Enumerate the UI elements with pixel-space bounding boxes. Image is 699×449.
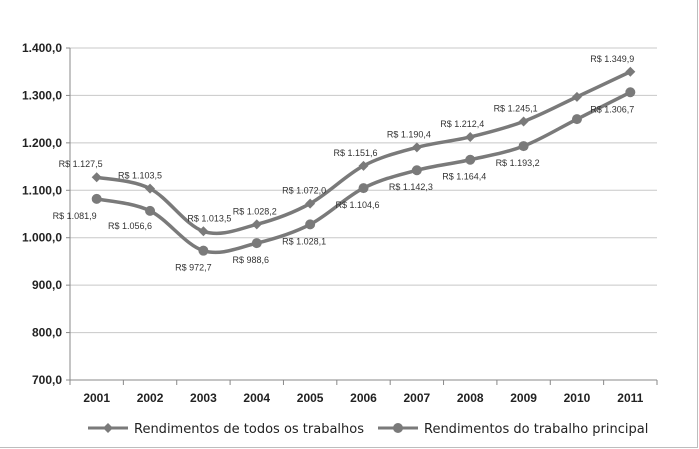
data-point-circle [198,245,209,256]
data-label: R$ 1.142,3 [389,182,433,192]
data-point-diamond [465,131,476,142]
y-tick-label: 1.300,0 [22,88,62,102]
series-line-2 [96,90,632,255]
x-tick-label: 2005 [297,391,324,405]
x-tick-label: 2001 [83,391,110,405]
data-label: R$ 1.190,4 [387,129,431,139]
data-label: R$ 972,7 [175,263,212,273]
data-label: R$ 1.193,2 [496,158,540,168]
data-label: R$ 1.028,2 [233,206,277,216]
data-label: R$ 1.104,6 [335,200,379,210]
data-point-diamond [518,116,529,127]
x-tick-label: 2009 [510,391,537,405]
data-label: R$ 1.151,6 [333,148,377,158]
y-tick-label: 700,0 [32,373,62,387]
legend-label-1: Rendimentos de todos os trabalhos [134,422,364,437]
data-point-circle [518,141,529,152]
data-point-circle [625,87,636,98]
data-point-diamond [251,219,262,230]
data-point-circle [465,154,476,165]
y-tick-label: 1.400,0 [22,41,62,55]
data-label: R$ 1.164,4 [442,172,486,182]
y-tick-label: 1.000,0 [22,231,62,245]
x-tick-label: 2010 [564,391,591,405]
data-label: R$ 988,6 [233,255,270,265]
x-tick-label: 2007 [404,391,431,405]
y-tick-label: 900,0 [32,278,62,292]
data-label: R$ 1.013,5 [187,213,231,223]
x-tick-label: 2011 [617,391,643,405]
data-point-circle [305,219,316,230]
data-point-circle [251,238,262,249]
data-point-circle [358,183,369,194]
data-point-diamond [145,183,156,194]
x-tick-label: 2006 [350,391,377,405]
data-label: R$ 1.127,5 [59,159,103,169]
data-point-circle [571,114,582,125]
data-label: R$ 1.056,6 [108,221,152,231]
data-point-diamond [625,66,636,77]
legend-marker-diamond [103,423,113,433]
y-tick-label: 800,0 [32,326,62,340]
data-label: R$ 1.081,9 [53,211,97,221]
data-point-circle [91,193,102,204]
x-tick-label: 2003 [190,391,217,405]
y-tick-label: 1.100,0 [22,183,62,197]
legend-label-2: Rendimentos do trabalho principal [424,422,648,437]
data-point-diamond [411,142,422,153]
x-tick-label: 2004 [243,391,270,405]
data-point-diamond [358,160,369,171]
data-label: R$ 1.306,7 [590,104,634,114]
data-point-diamond [571,91,582,102]
data-point-circle [411,165,422,176]
data-label: R$ 1.212,4 [440,119,484,129]
legend-marker-circle [393,423,403,433]
data-point-diamond [305,198,316,209]
x-tick-label: 2008 [457,391,484,405]
data-point-circle [145,205,156,216]
data-label: R$ 1.103,5 [118,171,162,181]
y-tick-label: 1.200,0 [22,136,62,150]
data-label: R$ 1.072,0 [282,186,326,196]
data-label: R$ 1.245,1 [494,103,538,113]
data-point-diamond [198,226,209,237]
data-point-diamond [91,172,102,183]
x-tick-label: 2002 [137,391,164,405]
data-label: R$ 1.028,1 [282,236,326,246]
data-label: R$ 1.349,9 [590,54,634,64]
